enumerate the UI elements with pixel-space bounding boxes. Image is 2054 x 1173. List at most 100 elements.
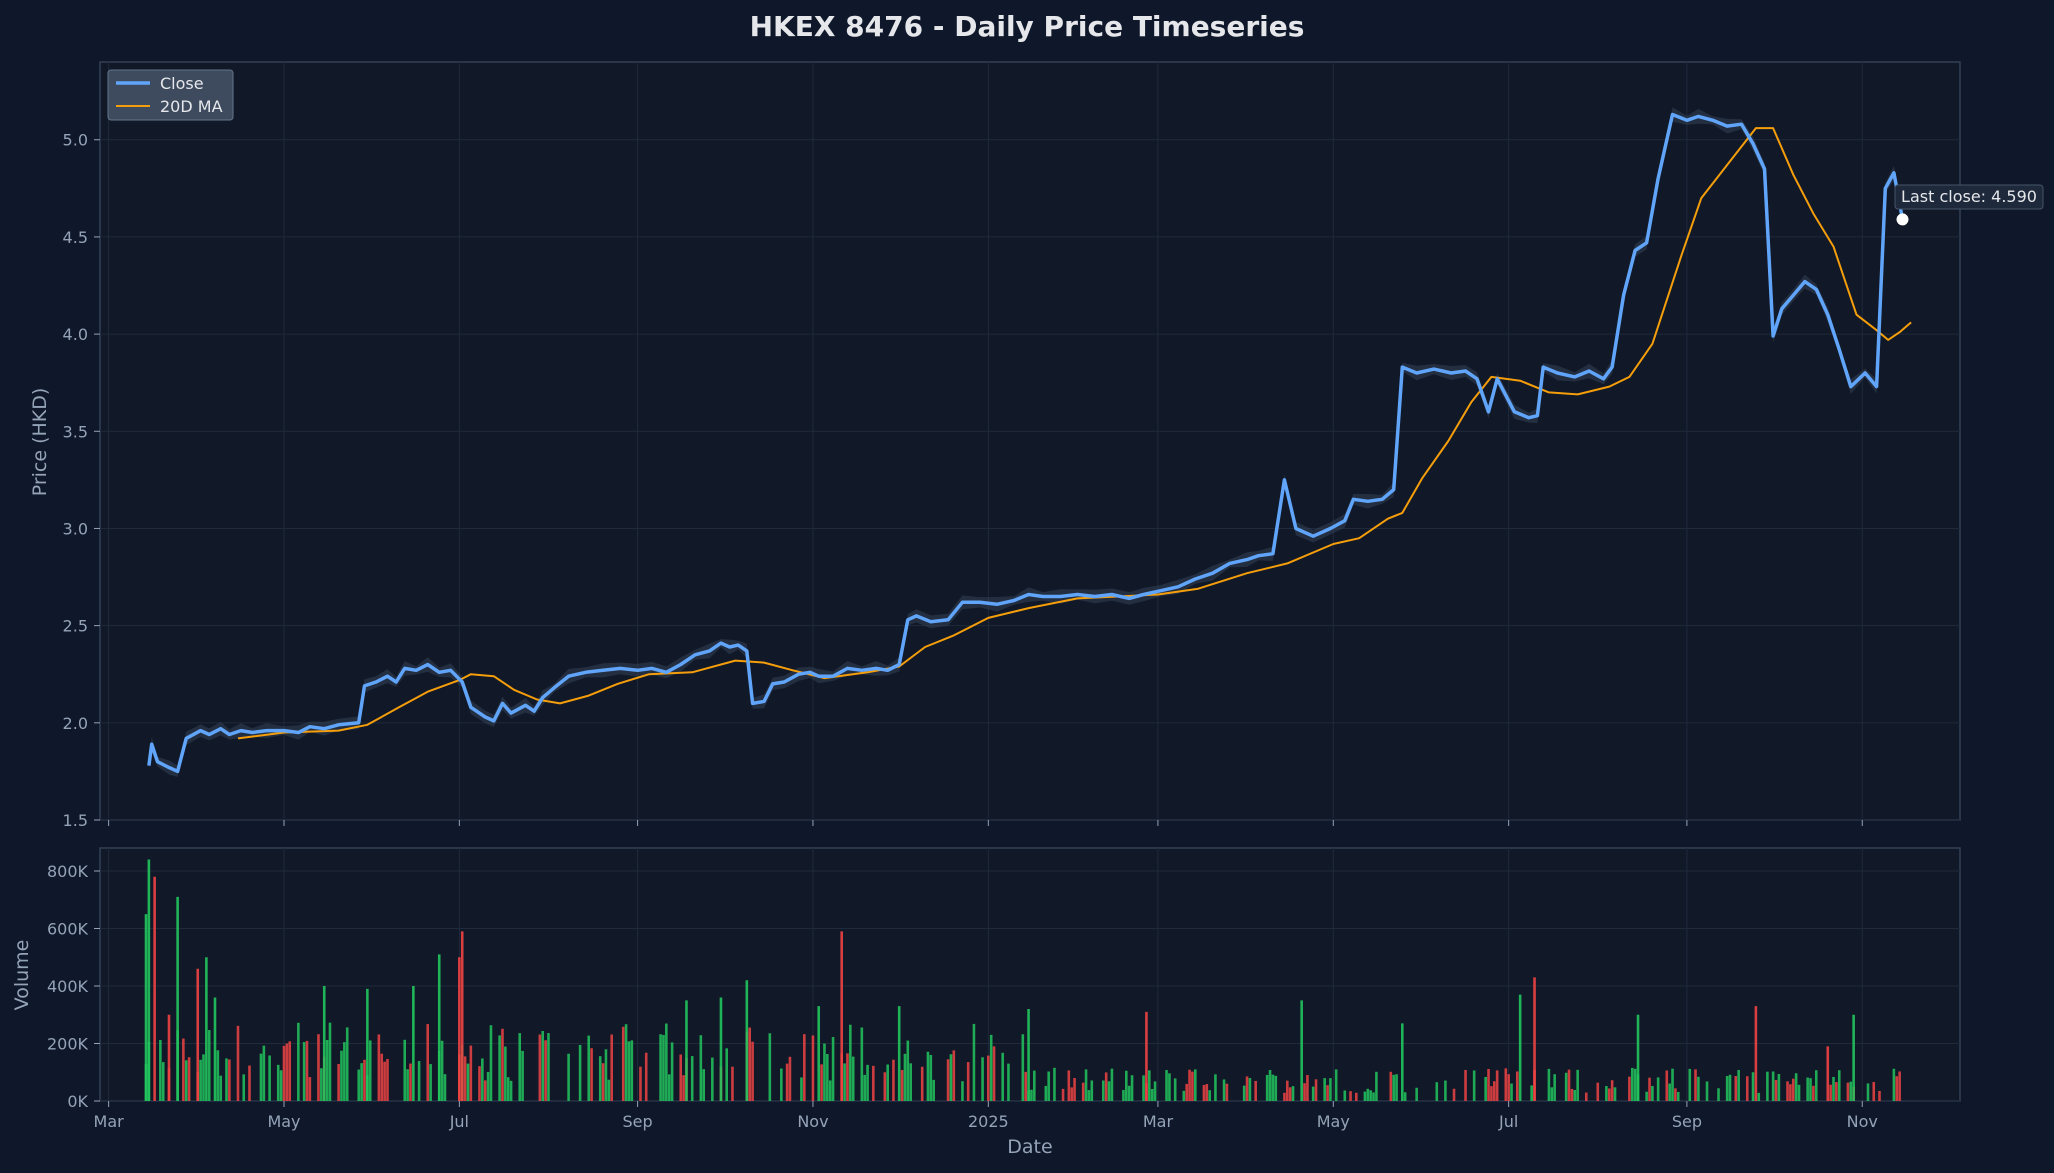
volume-bar	[788, 1056, 792, 1101]
volume-bar	[823, 1043, 826, 1101]
volume-bar	[1584, 1092, 1588, 1101]
price-y-tick-label: 2.0	[63, 714, 88, 733]
volume-bar	[147, 859, 151, 1101]
volume-bar	[1311, 1086, 1315, 1101]
volume-bar	[932, 1079, 935, 1101]
volume-bar	[1389, 1071, 1393, 1101]
last-close-label: Last close: 4.590	[1901, 187, 2037, 206]
volume-y-tick-label: 0K	[67, 1092, 88, 1111]
volume-bar	[1613, 1087, 1617, 1101]
volume-bar	[1363, 1091, 1367, 1101]
volume-bar	[340, 1050, 343, 1101]
volume-bar	[1596, 1082, 1600, 1101]
volume-bar	[820, 1064, 823, 1101]
volume-panel	[99, 847, 1961, 1102]
volume-bar	[1343, 1090, 1347, 1101]
price-series-group	[147, 107, 1912, 778]
x-tick-label: May	[1317, 1112, 1350, 1131]
volume-bar	[1222, 1079, 1226, 1101]
volume-bar	[1852, 1014, 1855, 1101]
volume-bar	[685, 1000, 688, 1101]
volume-bar	[883, 1072, 887, 1101]
volume-bar	[1392, 1074, 1395, 1101]
volume-bar	[1194, 1069, 1197, 1101]
volume-bar	[205, 957, 208, 1101]
volume-bar	[1142, 1075, 1145, 1101]
volume-bar	[207, 1030, 211, 1101]
volume-bar	[1651, 1086, 1654, 1101]
volume-bar	[1656, 1077, 1660, 1101]
volume-bar	[225, 1058, 228, 1101]
volume-bar	[322, 986, 326, 1101]
volume-bar	[1225, 1083, 1229, 1101]
volume-bar	[285, 1043, 289, 1101]
volume-bar	[429, 1064, 432, 1101]
volume-bar	[1349, 1091, 1352, 1101]
volume-bar	[920, 1066, 924, 1101]
volume-bar	[1323, 1078, 1326, 1101]
volume-bar	[604, 1049, 608, 1101]
volume-bar	[1265, 1074, 1269, 1101]
volume-bar	[1754, 1006, 1758, 1101]
volume-bar	[1300, 1000, 1303, 1101]
volume-bar	[1645, 1091, 1648, 1101]
volume-bar	[1326, 1085, 1329, 1101]
volume-bar	[1607, 1088, 1611, 1101]
volume-bar	[851, 1056, 855, 1101]
volume-bar	[843, 1063, 846, 1101]
price-y-tick-label: 3.5	[63, 422, 88, 441]
volume-bar	[1271, 1074, 1275, 1101]
volume-bar	[992, 1046, 996, 1101]
volume-bar	[1774, 1079, 1778, 1101]
volume-y-tick-label: 400K	[47, 977, 89, 996]
volume-bar	[199, 1059, 202, 1101]
volume-bar	[1633, 1068, 1637, 1101]
volume-bar	[1372, 1092, 1375, 1101]
volume-bar	[840, 931, 843, 1101]
volume-bar	[1202, 1084, 1206, 1101]
volume-bar	[745, 980, 749, 1101]
volume-bar	[1081, 1082, 1085, 1101]
volume-bar	[1725, 1076, 1729, 1101]
price-y-tick-label: 5.0	[63, 131, 88, 150]
volume-bar	[1895, 1076, 1899, 1101]
volume-bar	[1354, 1092, 1358, 1101]
volume-bar	[317, 1034, 320, 1101]
volume-bar	[872, 1065, 875, 1101]
volume-bar	[202, 1054, 205, 1101]
volume-bar	[1490, 1086, 1493, 1101]
volume-bar	[679, 1054, 683, 1101]
volume-bar	[1570, 1088, 1574, 1101]
x-tick-label: Sep	[623, 1112, 653, 1131]
volume-bar	[1033, 1070, 1036, 1101]
volume-bar	[236, 1025, 240, 1101]
volume-bar	[981, 1057, 984, 1101]
volume-bar	[541, 1030, 545, 1101]
volume-bar	[607, 1079, 611, 1101]
volume-bar	[302, 1042, 306, 1101]
volume-bar	[1403, 1092, 1407, 1101]
volume-bar	[216, 1050, 220, 1101]
x-tick-label: Jul	[449, 1112, 469, 1131]
volume-bar	[320, 1068, 323, 1101]
x-tick-label: Nov	[1847, 1112, 1878, 1131]
volume-bar	[828, 1080, 832, 1101]
volume-bar	[630, 1040, 634, 1101]
volume-bar	[785, 1063, 789, 1101]
volume-bar	[1070, 1087, 1073, 1101]
volume-bar	[659, 1034, 662, 1101]
volume-bar	[1254, 1080, 1257, 1101]
volume-bar	[926, 1051, 930, 1101]
volume-bar	[228, 1059, 231, 1101]
legend: Close 20D MA	[107, 69, 234, 121]
volume-bar	[1507, 1074, 1510, 1101]
volume-bar	[587, 1035, 591, 1101]
volume-bar	[1809, 1078, 1812, 1101]
volume-y-tick-label: 800K	[47, 862, 89, 881]
volume-bar	[262, 1045, 266, 1101]
volume-bar	[1173, 1078, 1177, 1101]
volume-bar	[667, 1074, 671, 1101]
volume-bar	[906, 1040, 910, 1101]
volume-bar	[1717, 1088, 1720, 1101]
